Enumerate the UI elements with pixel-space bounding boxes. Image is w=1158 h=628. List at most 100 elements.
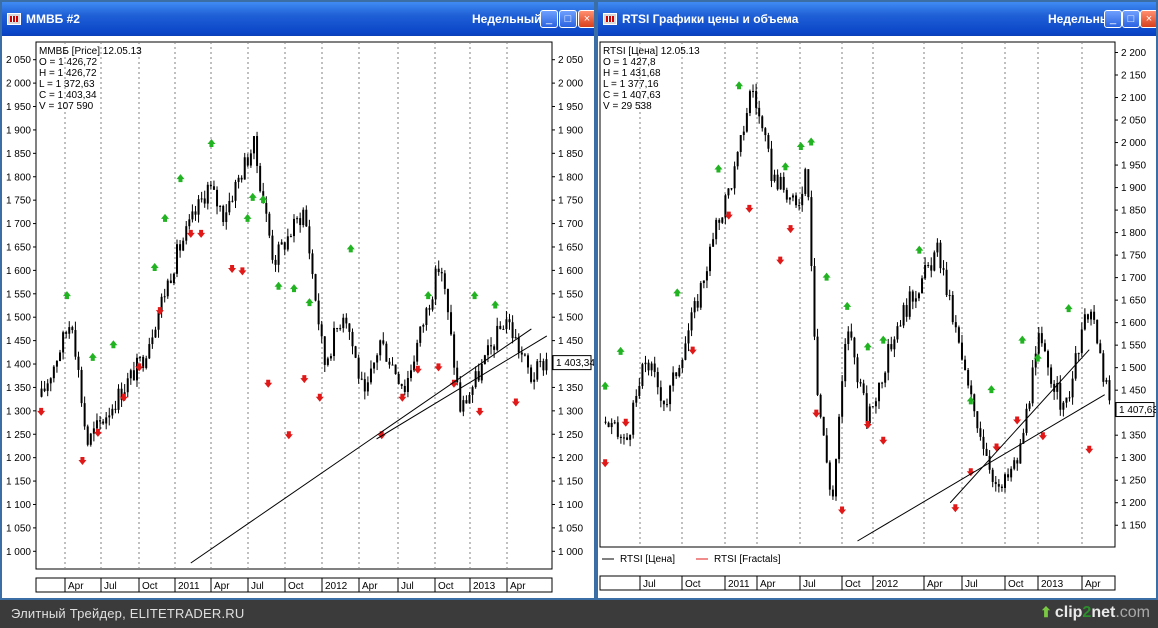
y-tick-left: 1 100: [6, 500, 31, 511]
ohlcv-readout: L = 1 372,63: [39, 79, 95, 90]
candle-body: [40, 388, 43, 397]
candle-body: [890, 344, 893, 350]
price-chart[interactable]: 1 000 1 000 1 050 1 050 1 100 1 100 1 150 1 150…: [2, 36, 594, 598]
down-fractal-arrow: [434, 363, 443, 372]
y-tick-left: 1 750: [6, 196, 31, 207]
candle-body: [145, 358, 148, 368]
up-fractal-arrow: [259, 195, 268, 204]
candle-body: [1025, 408, 1028, 433]
candle-body: [813, 266, 816, 337]
rtsi-chart-window[interactable]: RTSI Графики цены и объема Недельный _ □…: [596, 0, 1158, 600]
up-fractal-arrow: [1064, 304, 1073, 313]
down-fractal-arrow: [879, 436, 888, 445]
candle-body: [638, 385, 641, 396]
candle-body: [675, 372, 678, 377]
candle-body: [74, 330, 77, 357]
candle-body: [323, 336, 326, 365]
candle-body: [493, 346, 496, 350]
clip2net-logo[interactable]: ⬆ clip2net.com: [1040, 604, 1150, 621]
candle-body: [954, 322, 957, 328]
down-fractal-arrow: [197, 229, 206, 238]
candle-body: [1028, 403, 1031, 409]
date-label: 2012: [325, 581, 348, 592]
candle-body: [120, 388, 123, 400]
close-button[interactable]: ×: [1140, 10, 1156, 28]
y-tick-left: 1 650: [6, 242, 31, 253]
y-tick-left: 1 250: [6, 430, 31, 441]
candle-body: [397, 374, 400, 385]
candle-body: [530, 367, 533, 382]
candle-body: [721, 217, 724, 223]
date-label: Oct: [142, 581, 158, 592]
chart-app-icon[interactable]: [7, 13, 21, 25]
window-title: RTSI Графики цены и объема: [622, 12, 799, 26]
candle-body: [176, 244, 179, 274]
y-tick-left: 1 600: [6, 266, 31, 277]
close-button[interactable]: ×: [578, 10, 594, 28]
candle-body: [453, 334, 456, 368]
y-tick-left: 1 400: [6, 360, 31, 371]
candle-body: [785, 189, 788, 200]
candle-body: [748, 91, 751, 114]
candle-body: [985, 448, 988, 456]
up-fractal-arrow: [863, 342, 872, 351]
candle-body: [360, 378, 363, 380]
y-tick-right: 1 650: [558, 242, 583, 253]
candle-body: [216, 189, 219, 207]
up-fractal-arrow: [966, 396, 975, 405]
down-fractal-arrow: [951, 504, 960, 513]
y-tick-right: 1 150: [1121, 521, 1146, 532]
candle-body: [672, 372, 675, 386]
candle-body: [1047, 351, 1050, 368]
candle-body: [326, 358, 329, 365]
candle-body: [859, 382, 862, 384]
y-tick-right: 1 000: [558, 547, 583, 558]
candle-body: [446, 288, 449, 313]
maximize-button[interactable]: □: [1122, 10, 1140, 28]
candle-body: [259, 165, 262, 192]
date-label: Apr: [362, 581, 378, 592]
candle-body: [354, 346, 357, 358]
up-fractal-arrow: [150, 263, 159, 272]
candle-body: [1105, 380, 1108, 382]
up-fractal-arrow: [822, 272, 831, 281]
y-tick-left: 1 350: [6, 383, 31, 394]
y-tick-right: 1 200: [558, 453, 583, 464]
up-fractal-arrow: [915, 245, 924, 254]
period-label[interactable]: Недельный: [1048, 12, 1118, 26]
period-label[interactable]: Недельный: [472, 12, 542, 26]
chart-app-icon[interactable]: [603, 13, 617, 25]
candle-body: [65, 332, 68, 334]
candle-body: [197, 199, 200, 215]
ohlcv-readout: L = 1 377,16: [603, 79, 659, 90]
candle-body: [419, 326, 422, 343]
minimize-button[interactable]: _: [1104, 10, 1122, 28]
window-titlebar[interactable]: ММВБ #2 Недельный _ □ ×: [2, 2, 594, 36]
candle-body: [1007, 474, 1010, 478]
date-label: Apr: [214, 581, 230, 592]
candle-body: [413, 361, 416, 371]
candle-body: [853, 337, 856, 358]
candle-body: [911, 291, 914, 302]
up-fractal-arrow: [248, 192, 257, 201]
y-tick-right: 1 950: [558, 102, 583, 113]
maximize-button[interactable]: □: [559, 10, 577, 28]
candle-body: [626, 437, 629, 440]
candle-body: [822, 416, 825, 436]
minimize-button[interactable]: _: [540, 10, 558, 28]
up-fractal-arrow: [807, 137, 816, 146]
candle-body: [240, 177, 243, 180]
candle-body: [831, 489, 834, 497]
candle-body: [687, 330, 690, 344]
mmvb-chart-window[interactable]: ММВБ #2 Недельный _ □ × 1 000 1 000 1 050 1…: [0, 0, 596, 600]
candle-body: [256, 136, 259, 166]
candle-body: [95, 420, 98, 429]
window-titlebar[interactable]: RTSI Графики цены и объема Недельный _ □…: [598, 2, 1156, 36]
y-tick-right: 2 050: [558, 55, 583, 66]
candle-body: [83, 403, 86, 427]
down-fractal-arrow: [966, 468, 975, 477]
candle-body: [545, 359, 548, 371]
candle-body: [339, 328, 342, 330]
candle-body: [742, 131, 745, 136]
